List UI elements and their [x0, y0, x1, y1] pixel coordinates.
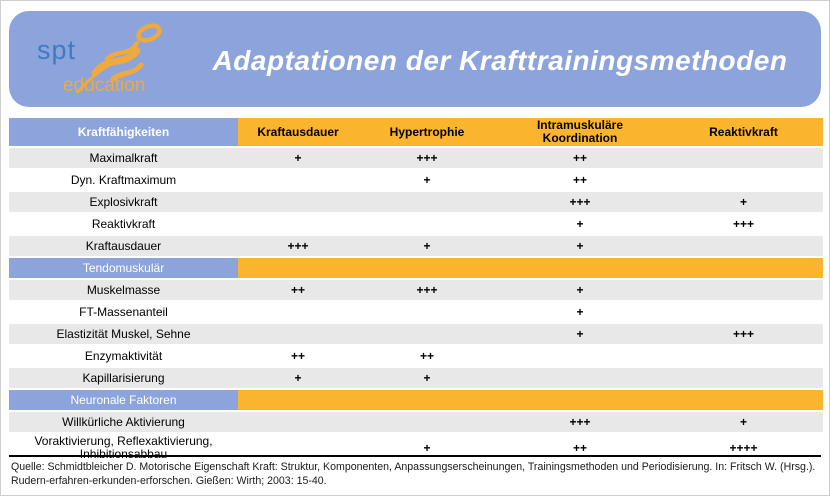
rating-cell: + — [358, 368, 496, 388]
row-label: Kapillarisierung — [9, 368, 238, 388]
section-band — [238, 258, 823, 278]
rating-cell: ++ — [238, 280, 358, 300]
table-row: Kapillarisierung + + — [9, 368, 823, 388]
slide-title: Adaptationen der Krafttrainingsmethoden — [212, 45, 788, 76]
rating-cell — [238, 192, 358, 212]
rating-cell — [238, 324, 358, 344]
runner-icon — [75, 23, 162, 93]
table-row: Maximalkraft + +++ ++ — [9, 148, 823, 168]
table-row: Dyn. Kraftmaximum + ++ — [9, 170, 823, 190]
row-label: Muskelmasse — [9, 280, 238, 300]
row-label: Maximalkraft — [9, 148, 238, 168]
rating-cell — [664, 346, 823, 366]
rating-cell: +++ — [496, 192, 664, 212]
rating-cell — [238, 170, 358, 190]
rating-cell: +++ — [358, 148, 496, 168]
section-row: Neuronale Faktoren — [9, 390, 823, 410]
rating-cell — [238, 214, 358, 234]
column-header-hypertrophie: Hypertrophie — [358, 118, 496, 146]
rating-cell — [496, 368, 664, 388]
rating-cell: + — [496, 302, 664, 322]
rating-cell: +++ — [664, 324, 823, 344]
rating-cell — [664, 368, 823, 388]
table-row: Willkürliche Aktivierung +++ + — [9, 412, 823, 432]
source-citation: Quelle: Schmidtbleicher D. Motorische Ei… — [11, 461, 816, 487]
column-header-kraftfaehigkeiten: Kraftfähigkeiten — [9, 118, 238, 146]
rating-cell: + — [358, 236, 496, 256]
row-label: FT-Massenanteil — [9, 302, 238, 322]
rating-cell: ++++ — [664, 434, 823, 462]
rating-cell — [238, 302, 358, 322]
table-row: Enzymaktivität ++ ++ — [9, 346, 823, 366]
row-label: Elastizität Muskel, Sehne — [9, 324, 238, 344]
table-body: Maximalkraft + +++ ++ Dyn. Kraftmaximum + ++ Ex… — [9, 148, 823, 462]
rating-cell: + — [238, 368, 358, 388]
rating-cell: ++ — [496, 434, 664, 462]
rating-cell — [238, 412, 358, 432]
rating-cell — [496, 346, 664, 366]
logo-education-text: education — [63, 75, 146, 96]
spt-education-logo: spt education — [31, 17, 191, 101]
adaptation-table: Kraftfähigkeiten Kraftausdauer Hypertrop… — [9, 118, 823, 464]
table-row: Elastizität Muskel, Sehne + +++ — [9, 324, 823, 344]
section-label: Neuronale Faktoren — [9, 390, 238, 410]
rating-cell: +++ — [496, 412, 664, 432]
row-label: Enzymaktivität — [9, 346, 238, 366]
rating-cell: + — [664, 412, 823, 432]
rating-cell: ++ — [496, 170, 664, 190]
row-label: Explosivkraft — [9, 192, 238, 212]
logo-spt-text: spt — [37, 35, 77, 65]
rating-cell: + — [238, 148, 358, 168]
table-row: FT-Massenanteil + — [9, 302, 823, 322]
rating-cell — [358, 192, 496, 212]
row-label: Dyn. Kraftmaximum — [9, 170, 238, 190]
row-label: Voraktivierung, Reflexaktivierung, Inhib… — [9, 434, 238, 462]
rating-cell: +++ — [238, 236, 358, 256]
rating-cell — [358, 324, 496, 344]
rating-cell — [664, 170, 823, 190]
rating-cell — [238, 434, 358, 462]
table-row: Reaktivkraft + +++ — [9, 214, 823, 234]
rating-cell — [358, 302, 496, 322]
row-label: Willkürliche Aktivierung — [9, 412, 238, 432]
rating-cell: + — [358, 170, 496, 190]
rating-cell: ++ — [358, 346, 496, 366]
table-row: Muskelmasse ++ +++ + — [9, 280, 823, 300]
section-label: Tendomuskulär — [9, 258, 238, 278]
column-header-reaktivkraft: Reaktivkraft — [664, 118, 823, 146]
table-row: Kraftausdauer +++ + + — [9, 236, 823, 256]
rating-cell: + — [496, 280, 664, 300]
rating-cell: + — [496, 324, 664, 344]
rating-cell: + — [496, 236, 664, 256]
rating-cell: +++ — [664, 214, 823, 234]
column-header-intramuskulaere-koordination: Intramuskuläre Koordination — [496, 118, 664, 146]
rating-cell — [358, 412, 496, 432]
rating-cell: +++ — [358, 280, 496, 300]
rating-cell: + — [496, 214, 664, 234]
rating-cell: + — [358, 434, 496, 462]
header-band: spt education Adaptationen der Krafttrai… — [9, 11, 821, 107]
rating-cell: ++ — [496, 148, 664, 168]
rating-cell — [664, 236, 823, 256]
source-divider — [9, 455, 821, 457]
column-header-kraftausdauer: Kraftausdauer — [238, 118, 358, 146]
rating-cell: ++ — [238, 346, 358, 366]
table-row: Voraktivierung, Reflexaktivierung, Inhib… — [9, 434, 823, 462]
row-label: Reaktivkraft — [9, 214, 238, 234]
rating-cell: + — [664, 192, 823, 212]
section-band — [238, 390, 823, 410]
table-header-row: Kraftfähigkeiten Kraftausdauer Hypertrop… — [9, 118, 823, 146]
rating-cell — [664, 302, 823, 322]
section-row: Tendomuskulär — [9, 258, 823, 278]
rating-cell — [358, 214, 496, 234]
rating-cell — [664, 280, 823, 300]
row-label: Kraftausdauer — [9, 236, 238, 256]
table-row: Explosivkraft +++ + — [9, 192, 823, 212]
rating-cell — [664, 148, 823, 168]
